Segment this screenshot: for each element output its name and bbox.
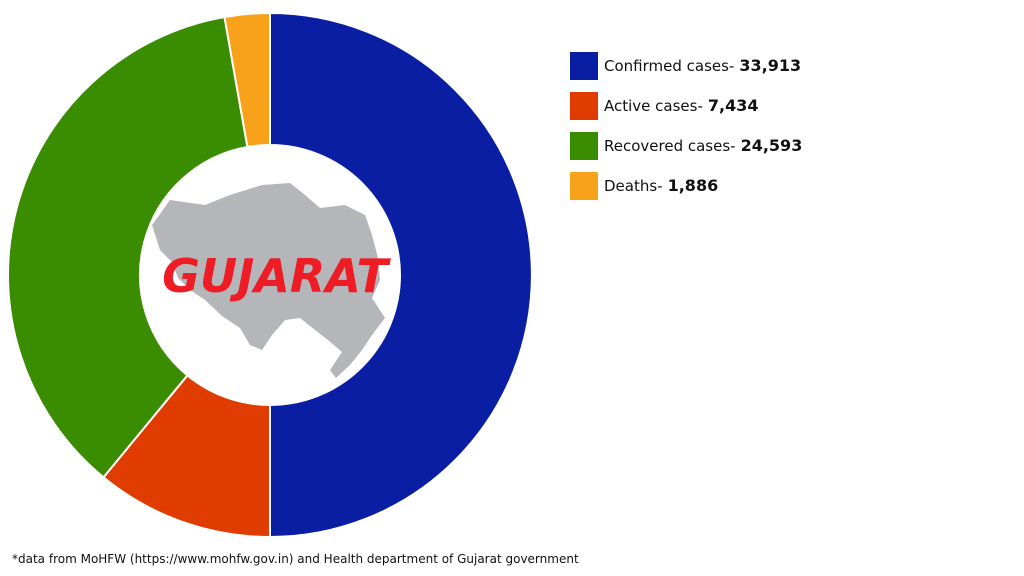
- legend: Confirmed cases- 33,913 Active cases- 7,434…: [570, 52, 802, 200]
- legend-value: 7,434: [708, 96, 759, 115]
- legend-entry: Confirmed cases- 33,913: [604, 56, 801, 75]
- legend-entry: Recovered cases- 24,593: [604, 136, 802, 155]
- legend-swatch: [570, 92, 598, 120]
- legend-value: 33,913: [739, 56, 801, 75]
- footnote: *data from MoHFW (https://www.mohfw.gov.…: [12, 552, 579, 566]
- donut-slice: [269, 11, 533, 539]
- donut: [7, 11, 533, 539]
- donut-slice: [223, 11, 271, 149]
- legend-value: 24,593: [741, 136, 803, 155]
- state-map: [152, 183, 385, 378]
- center-label: GUJARAT: [162, 249, 391, 303]
- legend-entry: Active cases- 7,434: [604, 96, 759, 115]
- legend-label: Deaths-: [604, 177, 663, 195]
- legend-swatch: [570, 132, 598, 160]
- legend-swatch: [570, 172, 598, 200]
- legend-label: Recovered cases-: [604, 137, 736, 155]
- legend-value: 1,886: [668, 176, 719, 195]
- legend-entry: Deaths- 1,886: [604, 176, 718, 195]
- legend-swatch: [570, 52, 598, 80]
- legend-label: Active cases-: [604, 97, 703, 115]
- donut-slice: [7, 15, 249, 479]
- legend-label: Confirmed cases-: [604, 57, 734, 75]
